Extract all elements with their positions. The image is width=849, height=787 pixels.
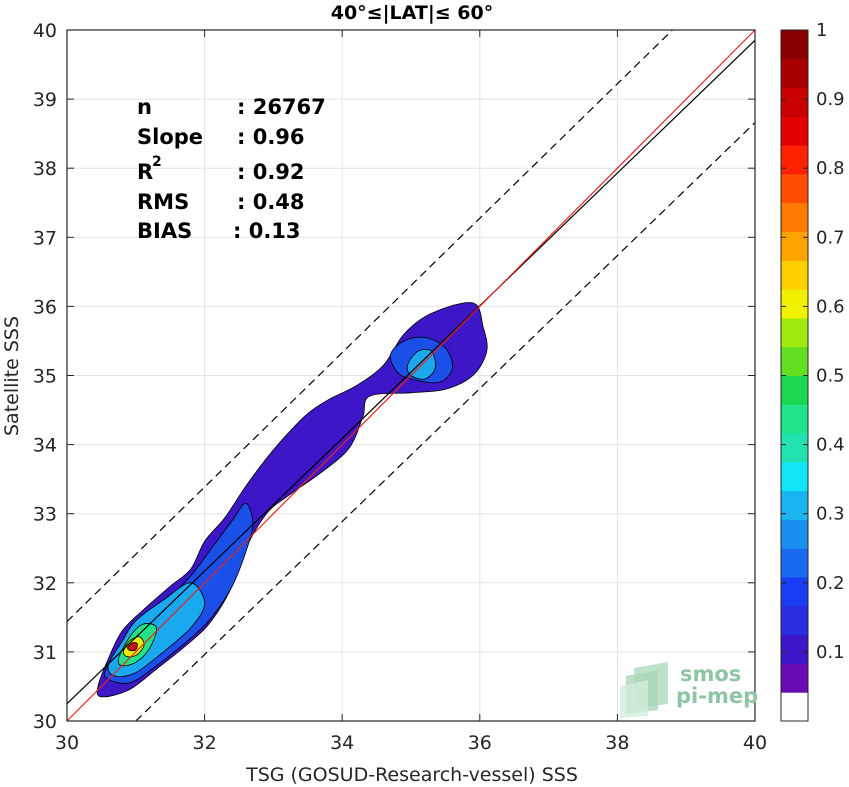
x-tick-label: 36 xyxy=(468,732,492,754)
colorbar-segment xyxy=(781,116,808,146)
colorbar-segment xyxy=(781,634,808,664)
stat-slope-value: : 0.96 xyxy=(237,125,305,149)
colorbar-segment xyxy=(781,173,808,204)
x-tick-label: 32 xyxy=(193,732,217,754)
colorbar-segment xyxy=(781,548,808,578)
colorbar-tick-label: 0.2 xyxy=(816,573,845,594)
stat-bias-label: BIAS xyxy=(137,219,192,243)
y-tick-label: 31 xyxy=(33,642,57,664)
smos-pi-mep-logo: smos pi-mep xyxy=(620,662,758,718)
logo-mark-icon xyxy=(620,662,668,718)
stat-rms-label: RMS xyxy=(137,190,189,214)
colorbar-segment xyxy=(781,577,808,607)
colorbar-tick-label: 0.5 xyxy=(816,366,845,387)
colorbar-tick-label: 0.4 xyxy=(816,435,845,456)
colorbar-segment xyxy=(781,289,808,319)
y-tick-label: 39 xyxy=(33,89,57,111)
x-axis-label: TSG (GOSUD-Research-vessel) SSS xyxy=(245,764,578,786)
y-tick-label: 35 xyxy=(33,366,57,388)
y-tick-label: 38 xyxy=(33,158,57,180)
stat-slope-label: Slope xyxy=(137,125,203,149)
colorbar-segment xyxy=(781,433,808,463)
colorbar-segment xyxy=(781,202,808,233)
x-tick-label: 40 xyxy=(743,732,767,754)
stat-r2-value: : 0.92 xyxy=(237,160,305,184)
colorbar-segment xyxy=(781,317,808,348)
stat-rms-value: : 0.48 xyxy=(237,190,305,214)
colorbar-segment xyxy=(781,461,808,492)
y-tick-label: 32 xyxy=(33,573,57,595)
y-tick-label: 30 xyxy=(33,711,57,733)
colorbar-segment xyxy=(781,663,808,693)
colorbar-tick-label: 0.1 xyxy=(816,642,845,663)
y-tick-label: 34 xyxy=(33,435,57,457)
colorbar-segment xyxy=(781,605,808,636)
colorbar-segment xyxy=(781,404,808,434)
regression-line xyxy=(66,39,756,705)
stats-block: n : 26767 Slope : 0.96 R 2 : 0.92 RMS : … xyxy=(137,95,326,243)
logo-text-pi-mep: pi-mep xyxy=(676,684,758,708)
chart-title: 40°≤|LAT|≤ 60° xyxy=(331,2,494,24)
colorbar-ticks: 0.1 0.2 0.3 0.4 0.5 0.6 0.7 0.8 0.9 1 xyxy=(781,20,845,663)
colorbar-segment xyxy=(781,145,808,175)
colorbar-segment xyxy=(781,519,808,549)
x-tick-label: 30 xyxy=(55,732,79,754)
stat-r2-label: R xyxy=(137,160,153,184)
stat-bias-value: : 0.13 xyxy=(233,219,301,243)
density-contour-0_9 xyxy=(127,642,138,652)
colorbar-tick-label: 0.7 xyxy=(816,227,845,248)
y-axis: 30 31 32 33 34 35 36 37 38 39 40 xyxy=(33,20,755,733)
lower-bound-line xyxy=(135,122,756,722)
colorbar-segment xyxy=(781,58,808,89)
colorbar-segment xyxy=(781,490,808,520)
colorbar xyxy=(781,30,808,722)
colorbar-segment xyxy=(781,375,808,405)
y-tick-label: 40 xyxy=(33,20,57,42)
stat-r2-sup: 2 xyxy=(152,154,162,170)
logo-text-smos: smos xyxy=(680,662,741,686)
y-tick-label: 36 xyxy=(33,296,57,318)
x-tick-label: 34 xyxy=(330,732,354,754)
y-axis-label: Satellite SSS xyxy=(1,316,23,436)
stat-n-value: : 26767 xyxy=(237,95,326,119)
reference-lines xyxy=(66,29,756,722)
colorbar-tick-label: 0.3 xyxy=(816,504,845,525)
colorbar-tick-label: 0.6 xyxy=(816,296,845,317)
colorbar-segment xyxy=(781,231,808,261)
colorbar-segment xyxy=(781,87,808,117)
x-tick-label: 38 xyxy=(605,732,629,754)
x-axis: 30 32 34 36 38 40 xyxy=(55,30,767,754)
stat-n-label: n xyxy=(137,95,152,119)
colorbar-segment xyxy=(781,346,808,376)
y-tick-label: 33 xyxy=(33,504,57,526)
one-to-one-line xyxy=(66,29,756,722)
colorbar-segment xyxy=(781,30,808,60)
colorbar-tick-label: 1 xyxy=(816,20,827,41)
y-tick-label: 37 xyxy=(33,227,57,249)
upper-bound-line xyxy=(66,29,673,622)
colorbar-tick-label: 0.9 xyxy=(816,89,845,110)
colorbar-tick-label: 0.8 xyxy=(816,158,845,179)
colorbar-segment xyxy=(781,692,808,722)
colorbar-segment xyxy=(781,260,808,290)
